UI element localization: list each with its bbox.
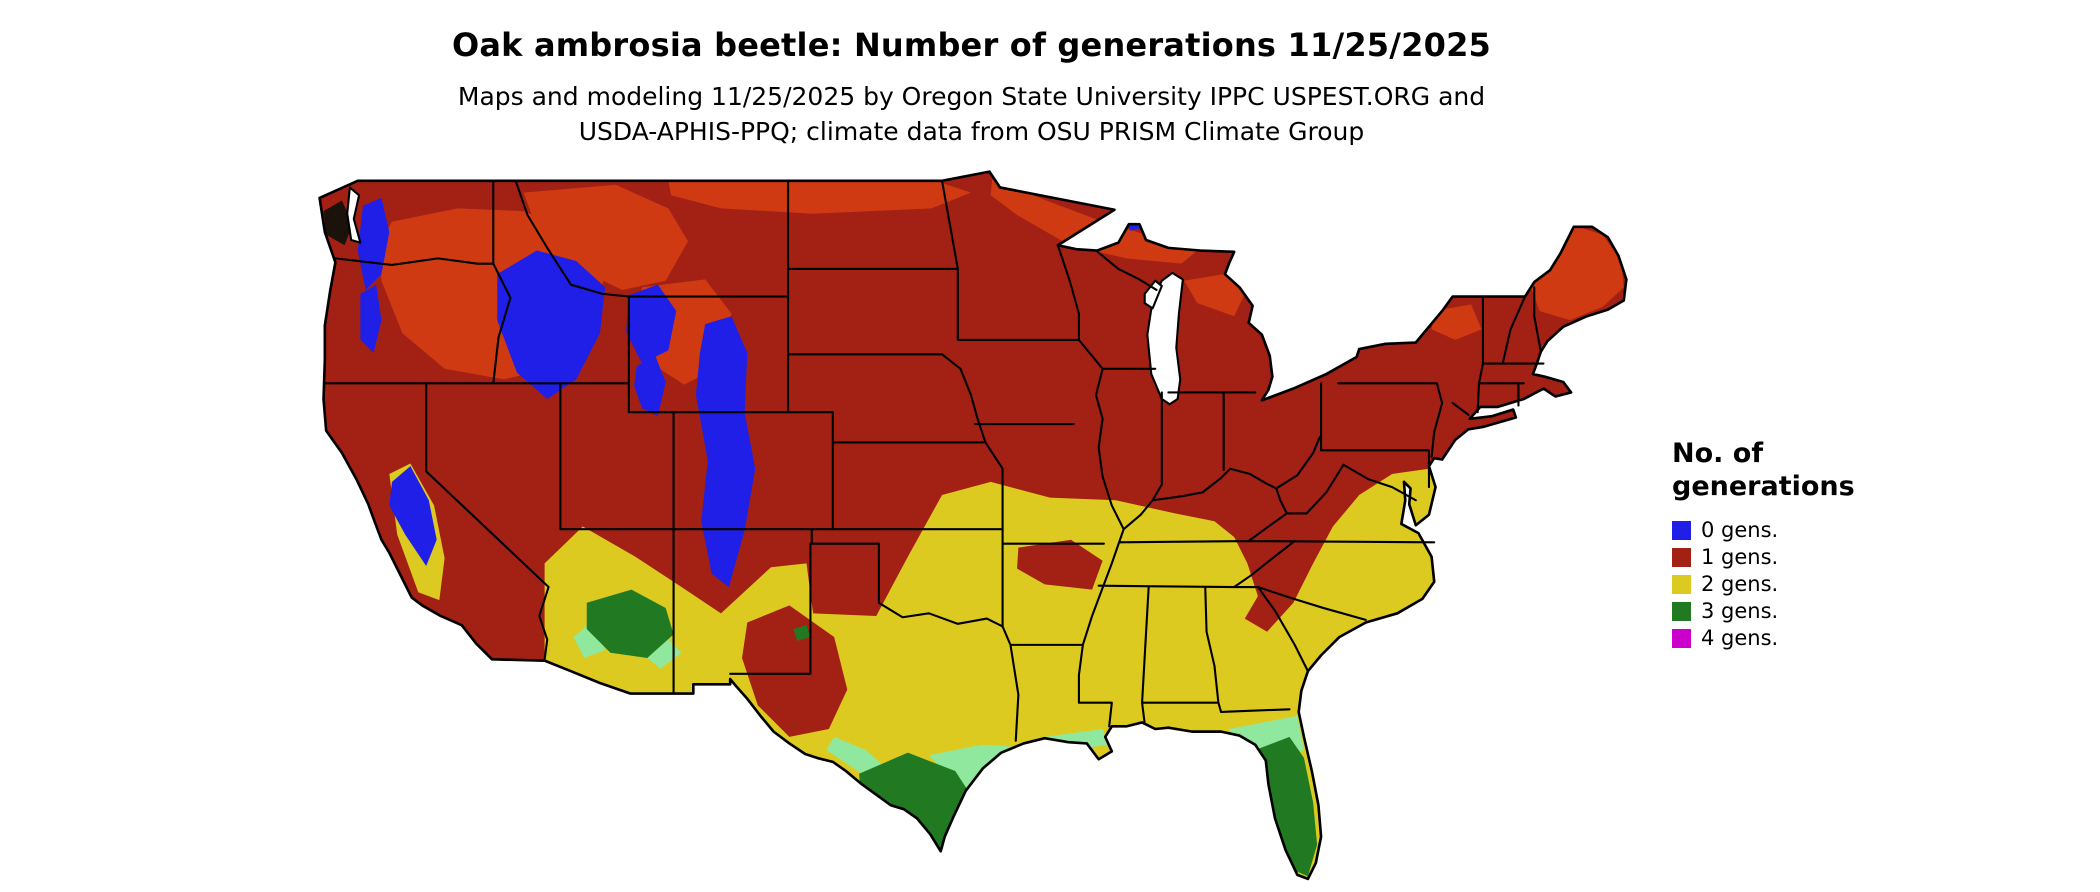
blue-yellowstone [626,284,677,364]
legend-swatch-1-gens [1672,547,1691,567]
page-title: Oak ambrosia beetle: Number of generatio… [451,26,1492,64]
orange-adirondack-patch [1431,304,1482,340]
legend-label-0-gens: 0 gens. [1701,518,1779,543]
subtitle-line-2: USDA-APHIS-PPQ; climate data from OSU PR… [578,116,1365,146]
water-bodies [346,186,1184,406]
no-data-dark-patch [323,200,353,246]
green-arizona [586,589,674,659]
lightgreen-arizona-west [573,621,606,659]
legend-title-line-2: generations [1672,470,1855,502]
legend-swatch-0-gens [1672,520,1691,540]
legend-label-3-gens: 3 gens. [1701,599,1779,624]
legend-title-line-1: No. of [1672,438,1764,469]
legend-item-0-gens: 0 gens. [1672,517,1855,544]
green-bay [1143,279,1163,310]
blue-colorado-rockies [695,316,756,588]
legend-label-4-gens: 4 gens. [1701,626,1779,651]
legend-title: No. of generations [1672,438,1855,504]
legend-swatch-3-gens [1672,601,1691,621]
us-generations-map [318,170,1628,881]
subtitle-line-1: Maps and modeling 11/25/2025 by Oregon S… [457,82,1486,111]
green-florida [1255,736,1318,877]
puget-sound [346,186,362,244]
legend-item-3-gens: 3 gens. [1672,598,1855,625]
orange-north-michigan-patch [1184,274,1245,317]
zone-1-generation-pockets [742,539,1103,737]
blue-sierra-nevada [389,466,437,566]
blue-washington-cascades [357,197,390,290]
blue-oregon-cascades [360,284,382,354]
us-map-container [313,169,1629,892]
us-outline [318,170,1628,881]
legend-item-1-gens: 1 gens. [1672,544,1855,571]
legend-items: 0 gens. 1 gens. 2 gens. 3 gens. 4 gens. [1672,517,1855,652]
legend-item-2-gens: 2 gens. [1672,571,1855,598]
red-west-texas-pocket [742,605,848,737]
orange-dakota-strip [668,179,971,214]
state-borders [323,179,1545,742]
green-davis-mountains-spot [793,625,811,641]
legend-swatch-2-gens [1672,574,1691,594]
legend-swatch-4-gens [1672,628,1691,648]
green-california-spot-2 [435,626,456,645]
red-ozark-pocket [1017,539,1103,590]
legend-label-1-gens: 1 gens. [1701,545,1779,570]
legend: No. of generations 0 gens. 1 gens. 2 gen… [1672,438,1855,652]
legend-label-2-gens: 2 gens. [1701,572,1779,597]
orange-montana-patch [523,184,689,290]
page-subtitle: Maps and modeling 11/25/2025 by Oregon S… [0,80,1943,149]
legend-item-4-gens: 4 gens. [1672,625,1855,652]
blue-wasatch [634,355,666,417]
lake-michigan [1146,271,1184,406]
